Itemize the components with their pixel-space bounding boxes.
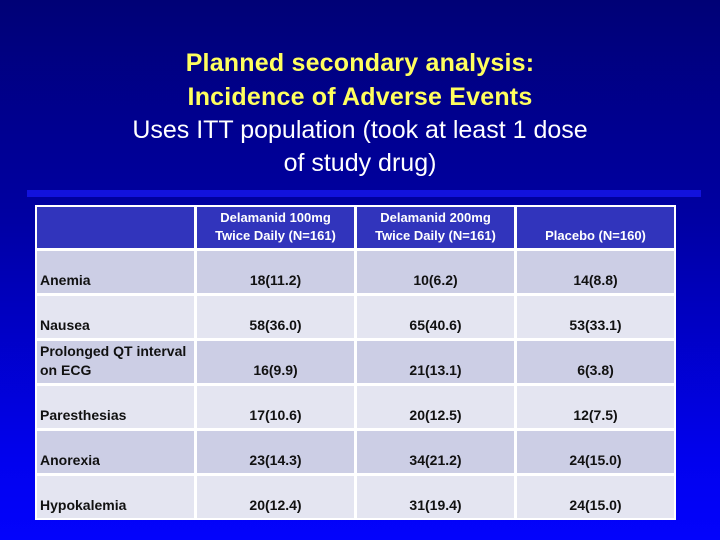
cell-value: 10(6.2) (357, 251, 514, 293)
row-label-anorexia: Anorexia (37, 431, 194, 473)
cell-value: 65(40.6) (357, 296, 514, 338)
row-label-nausea: Nausea (37, 296, 194, 338)
cell-value: 24(15.0) (517, 476, 674, 518)
table-grid: Delamanid 100mg Twice Daily (N=161) Dela… (37, 207, 674, 518)
cell-value: 16(9.9) (197, 341, 354, 383)
cell-value: 34(21.2) (357, 431, 514, 473)
column-header-line: Twice Daily (N=161) (375, 228, 496, 243)
column-header-line: Twice Daily (N=161) (215, 228, 336, 243)
cell-value: 6(3.8) (517, 341, 674, 383)
slide-title-line-1: Planned secondary analysis: (185, 49, 535, 77)
column-header-line: Delamanid 100mg (220, 210, 331, 225)
cell-value: 20(12.4) (197, 476, 354, 518)
cell-value: 20(12.5) (357, 386, 514, 428)
slide-title-line-2: Incidence of Adverse Events (187, 83, 533, 111)
column-header-delamanid-200mg: Delamanid 200mg Twice Daily (N=161) (357, 207, 514, 248)
cell-value: 24(15.0) (517, 431, 674, 473)
table-corner-cell (37, 207, 194, 248)
cell-value: 31(19.4) (357, 476, 514, 518)
slide-subtitle-line-2: of study drug) (283, 149, 437, 177)
column-header-line: Delamanid 200mg (380, 210, 491, 225)
cell-value: 53(33.1) (517, 296, 674, 338)
cell-value: 58(36.0) (197, 296, 354, 338)
cell-value: 23(14.3) (197, 431, 354, 473)
column-header-placebo: Placebo (N=160) (517, 207, 674, 248)
column-header-line: Placebo (N=160) (545, 228, 646, 243)
row-label-prolonged-qt: Prolonged QT interval on ECG (37, 341, 194, 383)
cell-value: 21(13.1) (357, 341, 514, 383)
divider-bar (27, 190, 701, 197)
cell-value: 18(11.2) (197, 251, 354, 293)
cell-value: 14(8.8) (517, 251, 674, 293)
cell-value: 12(7.5) (517, 386, 674, 428)
adverse-events-table: Delamanid 100mg Twice Daily (N=161) Dela… (35, 205, 676, 520)
row-label-paresthesias: Paresthesias (37, 386, 194, 428)
title-block: Planned secondary analysis: Incidence of… (0, 46, 720, 180)
slide-subtitle-line-1: Uses ITT population (took at least 1 dos… (132, 116, 588, 144)
column-header-delamanid-100mg: Delamanid 100mg Twice Daily (N=161) (197, 207, 354, 248)
cell-value: 17(10.6) (197, 386, 354, 428)
row-label-hypokalemia: Hypokalemia (37, 476, 194, 518)
row-label-anemia: Anemia (37, 251, 194, 293)
